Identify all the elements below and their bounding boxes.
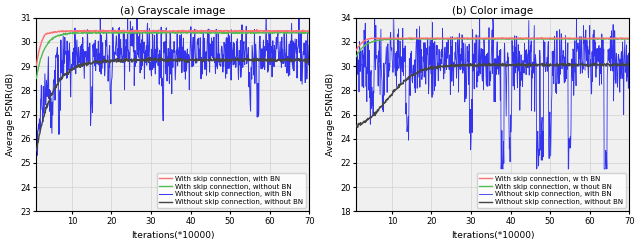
With skip connection, w thout BN [419, 37, 427, 40]
Without skip connection, without BN [109, 59, 117, 62]
X-axis label: Iterations(*10000): Iterations(*10000) [451, 231, 534, 240]
With skip connection, w thout BN [532, 37, 540, 40]
With skip connection, with BN [212, 30, 220, 33]
Line: With skip connection, w thout BN: With skip connection, w thout BN [356, 38, 629, 57]
X-axis label: Iterations(*10000): Iterations(*10000) [131, 231, 214, 240]
Without skip connection, without BN [420, 69, 428, 72]
Without skip connection, without BN [118, 59, 126, 62]
Without skip connection, with BN [429, 47, 437, 50]
Without skip connection, without BN [618, 61, 626, 64]
Y-axis label: Average PSNR(dB): Average PSNR(dB) [6, 73, 15, 156]
With skip connection, with BN [99, 29, 107, 32]
With skip connection, w th BN [532, 37, 540, 40]
With skip connection, with BN [279, 29, 287, 32]
Y-axis label: Average PSNR(dB): Average PSNR(dB) [326, 73, 335, 156]
Without skip connection, without BN [245, 58, 253, 61]
Without skip connection, with BN [245, 85, 253, 88]
Title: (a) Grayscale image: (a) Grayscale image [120, 6, 225, 15]
Without skip connection, with BN [212, 60, 220, 63]
Legend: With skip connection, w th BN, With skip connection, w thout BN, Without skip co: With skip connection, w th BN, With skip… [477, 173, 626, 208]
Without skip connection, without BN [565, 64, 573, 67]
With skip connection, w th BN [599, 37, 607, 40]
With skip connection, w thout BN [353, 55, 360, 58]
Without skip connection, with BN [419, 55, 427, 58]
With skip connection, w th BN [625, 37, 633, 40]
With skip connection, without BN [245, 31, 253, 34]
Without skip connection, with BN [438, 27, 446, 30]
Line: Without skip connection, without BN: Without skip connection, without BN [356, 63, 629, 127]
Line: With skip connection, without BN: With skip connection, without BN [36, 31, 309, 78]
Without skip connection, without BN [532, 64, 540, 67]
With skip connection, w thout BN [565, 37, 573, 40]
With skip connection, with BN [109, 30, 117, 32]
Without skip connection, with BN [109, 54, 117, 57]
With skip connection, w thout BN [429, 38, 437, 41]
Without skip connection, with BN [305, 44, 313, 46]
With skip connection, with BN [305, 30, 313, 33]
Without skip connection, with BN [33, 113, 40, 116]
Line: Without skip connection, with BN: Without skip connection, with BN [356, 18, 629, 169]
With skip connection, w th BN [438, 37, 446, 40]
With skip connection, w thout BN [483, 37, 491, 40]
Line: Without skip connection, without BN: Without skip connection, without BN [36, 58, 309, 151]
With skip connection, without BN [109, 31, 117, 34]
Without skip connection, with BN [34, 154, 42, 157]
Without skip connection, without BN [599, 64, 607, 67]
Without skip connection, with BN [476, 16, 483, 19]
With skip connection, w th BN [495, 36, 502, 39]
Without skip connection, with BN [295, 3, 303, 6]
Without skip connection, with BN [353, 28, 360, 31]
Without skip connection, with BN [119, 61, 127, 64]
With skip connection, without BN [279, 31, 287, 34]
With skip connection, without BN [100, 31, 108, 34]
Line: With skip connection, with BN: With skip connection, with BN [36, 30, 309, 65]
Line: With skip connection, w th BN: With skip connection, w th BN [356, 38, 629, 50]
With skip connection, without BN [33, 77, 40, 80]
Without skip connection, with BN [625, 68, 633, 71]
Without skip connection, without BN [305, 57, 313, 60]
Without skip connection, without BN [429, 67, 437, 70]
With skip connection, with BN [244, 30, 252, 33]
Title: (b) Color image: (b) Color image [452, 6, 533, 15]
Without skip connection, without BN [212, 59, 220, 62]
Without skip connection, without BN [353, 126, 361, 129]
Without skip connection, without BN [439, 65, 447, 68]
Without skip connection, without BN [353, 125, 360, 128]
With skip connection, without BN [98, 30, 106, 33]
With skip connection, w thout BN [438, 38, 446, 41]
With skip connection, w th BN [419, 37, 427, 40]
With skip connection, w thout BN [625, 37, 633, 40]
Without skip connection, with BN [279, 48, 287, 51]
Without skip connection, with BN [566, 147, 573, 150]
With skip connection, w th BN [353, 49, 360, 52]
Without skip connection, without BN [625, 63, 633, 66]
With skip connection, with BN [118, 29, 126, 32]
With skip connection, with BN [253, 28, 260, 31]
Without skip connection, without BN [279, 60, 287, 63]
With skip connection, w th BN [565, 37, 573, 40]
Without skip connection, without BN [33, 149, 40, 152]
With skip connection, w thout BN [599, 37, 607, 40]
With skip connection, without BN [305, 31, 313, 34]
With skip connection, w th BN [429, 37, 437, 40]
With skip connection, without BN [119, 31, 127, 34]
Without skip connection, with BN [100, 59, 108, 62]
Without skip connection, with BN [599, 37, 607, 40]
Line: Without skip connection, with BN: Without skip connection, with BN [36, 5, 309, 155]
Without skip connection, with BN [497, 168, 505, 170]
Without skip connection, without BN [145, 56, 153, 59]
With skip connection, without BN [212, 31, 220, 34]
Without skip connection, without BN [99, 60, 107, 62]
Legend: With skip connection, with BN, With skip connection, without BN, Without skip co: With skip connection, with BN, With skip… [157, 173, 306, 208]
With skip connection, with BN [33, 63, 40, 66]
Without skip connection, with BN [532, 65, 540, 68]
